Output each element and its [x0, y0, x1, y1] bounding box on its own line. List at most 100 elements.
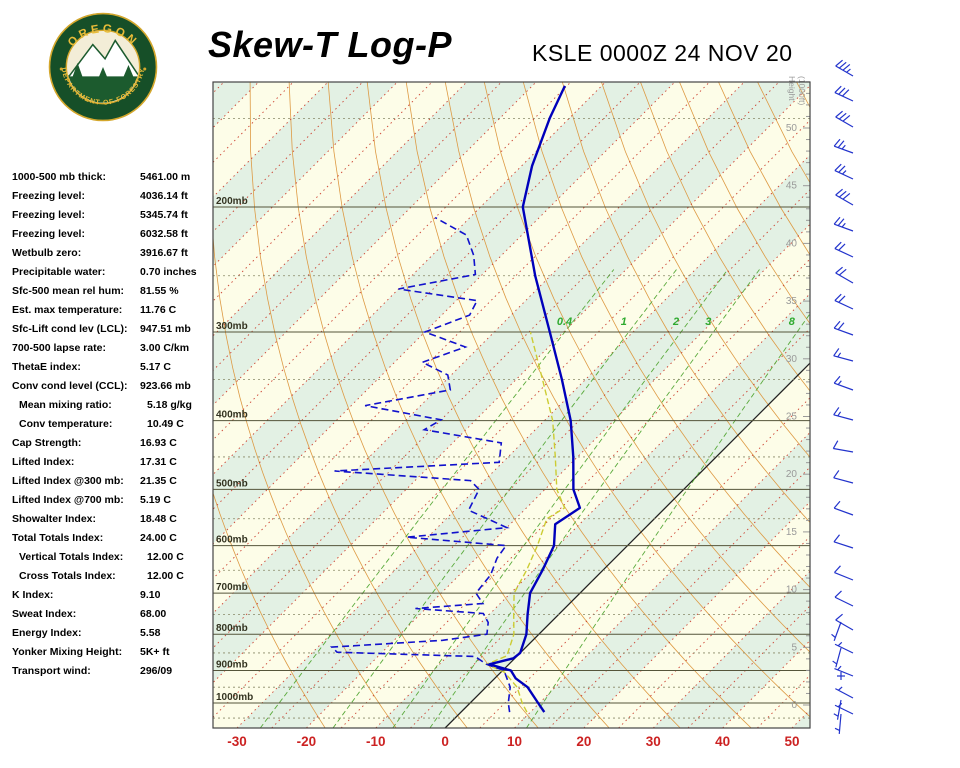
index-label: Lifted Index @300 mb:	[12, 474, 124, 487]
svg-text:10: 10	[786, 585, 798, 596]
pressure-label: 300mb	[216, 321, 248, 332]
index-value: 5K+ ft	[140, 645, 170, 658]
page-title: Skew-T Log-P	[208, 24, 453, 65]
wind-barb	[834, 241, 854, 258]
wind-barb	[834, 293, 854, 310]
index-value: 6032.58 ft	[140, 227, 188, 240]
wind-barb	[834, 641, 854, 654]
index-value: 923.66 mb	[140, 379, 191, 392]
mixing-ratio-label: 2	[672, 316, 679, 328]
index-row: Conv cond level (CCL): 923.66 mb	[12, 376, 208, 395]
index-value: 0.70 inches	[140, 265, 197, 278]
index-row: Showalter Index: 18.48 C	[12, 509, 208, 528]
index-value: 5.19 C	[140, 493, 171, 506]
index-label: Sweat Index:	[12, 607, 77, 620]
wind-barb	[833, 216, 854, 232]
mixing-ratio-label: 1	[621, 316, 627, 328]
index-label: Freezing level:	[12, 227, 85, 240]
svg-text:-10: -10	[366, 734, 386, 749]
svg-text:5: 5	[791, 642, 797, 653]
index-value: 68.00	[140, 607, 167, 620]
wind-barb	[834, 713, 842, 734]
index-row: Lifted Index: 17.31 C	[12, 452, 208, 471]
index-label: 700-500 lapse rate:	[12, 341, 106, 354]
index-row: Total Totals Index: 24.00 C	[12, 528, 208, 547]
wind-barb	[833, 407, 854, 421]
index-row: Transport wind: 296/09	[12, 661, 208, 680]
indices-panel: 1000-500 mb thick: 5461.00 m Freezing leve…	[12, 167, 208, 680]
index-row: Wetbulb zero: 3916.67 ft	[12, 243, 208, 262]
index-value: 5345.74 ft	[140, 208, 188, 221]
wind-barb	[833, 470, 854, 484]
index-row: Sfc-Lift cond lev (LCL): 947.51 mb	[12, 319, 208, 338]
index-row: Freezing level: 5345.74 ft	[12, 205, 208, 224]
svg-text:35: 35	[786, 296, 798, 307]
index-label: Est. max temperature:	[12, 303, 123, 316]
pressure-label: 500mb	[216, 478, 248, 489]
svg-text:30: 30	[646, 734, 661, 749]
index-label: Transport wind:	[12, 664, 91, 677]
index-label: Conv temperature:	[19, 417, 113, 430]
pressure-label: 700mb	[216, 582, 248, 593]
index-value: 12.00 C	[147, 550, 184, 563]
index-row: Freezing level: 4036.14 ft	[12, 186, 208, 205]
index-row: Lifted Index @700 mb: 5.19 C	[12, 490, 208, 509]
wetbulb-trace	[484, 331, 566, 713]
index-value: 17.31 C	[140, 455, 177, 468]
wind-barb	[833, 320, 854, 336]
index-row: 1000-500 mb thick: 5461.00 m	[12, 167, 208, 186]
index-label: Precipitable water:	[12, 265, 106, 278]
logo-tree-icon	[97, 67, 109, 80]
mixing-ratio-label: 0.4	[557, 316, 572, 328]
temp-axis-labels: -30 -20 -10 0 10 20 30 40 50	[227, 734, 799, 749]
svg-text:30: 30	[786, 354, 798, 365]
index-label: Energy Index:	[12, 626, 82, 639]
svg-text:10: 10	[507, 734, 522, 749]
wind-barb	[835, 266, 854, 284]
svg-text:25: 25	[786, 412, 798, 423]
svg-text:-20: -20	[297, 734, 317, 749]
index-value: 947.51 mb	[140, 322, 191, 335]
index-label: Cap Strength:	[12, 436, 82, 449]
mixing-ratio-label: 8	[789, 316, 796, 328]
index-value: 5.18 g/kg	[147, 398, 192, 411]
index-value: 10.49 C	[147, 417, 184, 430]
pressure-label: 200mb	[216, 196, 248, 207]
index-label: Total Totals Index:	[12, 531, 104, 544]
index-label: K Index:	[12, 588, 54, 601]
index-value: 21.35 C	[140, 474, 177, 487]
wind-barb	[834, 565, 854, 581]
index-label: Sfc-Lift cond lev (LCL):	[12, 322, 128, 335]
pressure-label: 400mb	[216, 410, 248, 421]
index-label: Showalter Index:	[12, 512, 97, 525]
pressure-label: 600mb	[216, 535, 248, 546]
index-label: Lifted Index:	[12, 455, 75, 468]
index-value: 11.76 C	[140, 303, 177, 316]
svg-text:45: 45	[786, 181, 798, 192]
index-row: Mean mixing ratio: 5.18 g/kg	[12, 395, 208, 414]
index-label: Mean mixing ratio:	[19, 398, 112, 411]
index-value: 5.17 C	[140, 360, 171, 373]
wind-barb	[832, 647, 842, 668]
wind-barb	[835, 613, 854, 631]
index-value: 18.48 C	[140, 512, 177, 525]
wind-barb	[835, 110, 854, 128]
index-row: K Index: 9.10	[12, 585, 208, 604]
mixing-ratio-label: 3	[705, 316, 711, 328]
pressure-label: 1000mb	[216, 692, 253, 703]
svg-text:0: 0	[791, 700, 797, 711]
index-row: Vertical Totals Index: 12.00 C	[12, 547, 208, 566]
index-value: 4036.14 ft	[140, 189, 188, 202]
wind-barb	[834, 665, 854, 677]
index-row: Freezing level: 6032.58 ft	[12, 224, 208, 243]
plot-area: 0.4 1 2 3 8 200mb 300mb 400mb 500mb 600mb 700mb 800…	[213, 82, 810, 728]
index-value: 24.00 C	[140, 531, 177, 544]
index-label: 1000-500 mb thick:	[12, 170, 106, 183]
temperature-trace	[488, 85, 582, 713]
index-label: Conv cond level (CCL):	[12, 379, 128, 392]
svg-text:15: 15	[786, 527, 798, 538]
wind-barb	[834, 702, 854, 715]
